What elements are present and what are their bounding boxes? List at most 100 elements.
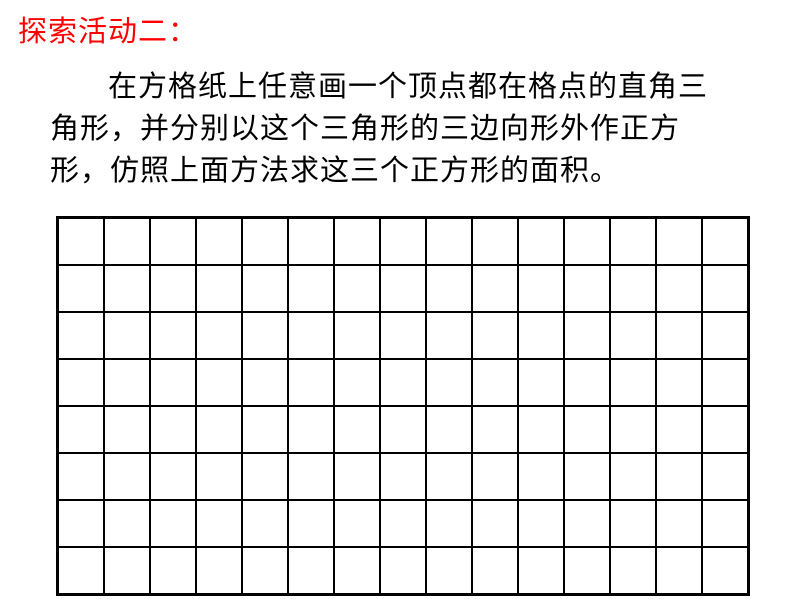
- grid-cell: [702, 359, 748, 406]
- grid-cell: [610, 406, 656, 453]
- grid-cell: [380, 547, 426, 594]
- grid-cell: [472, 218, 518, 265]
- grid-cell: [196, 312, 242, 359]
- grid-cell: [196, 547, 242, 594]
- grid-cell: [58, 547, 104, 594]
- grid-cell: [472, 547, 518, 594]
- grid-cell: [518, 359, 564, 406]
- grid-cell: [334, 265, 380, 312]
- grid-cell: [610, 453, 656, 500]
- grid-cell: [472, 453, 518, 500]
- grid-cell: [656, 406, 702, 453]
- grid-cell: [610, 218, 656, 265]
- grid-cell: [288, 406, 334, 453]
- grid-cell: [104, 406, 150, 453]
- grid-cell: [472, 312, 518, 359]
- grid-cell: [288, 500, 334, 547]
- grid-cell: [104, 500, 150, 547]
- grid-cell: [58, 500, 104, 547]
- grid-cell: [472, 406, 518, 453]
- grid-cell: [656, 218, 702, 265]
- grid-cell: [518, 312, 564, 359]
- grid-cell: [656, 359, 702, 406]
- grid-cell: [656, 312, 702, 359]
- grid-cell: [196, 453, 242, 500]
- grid-cell: [242, 312, 288, 359]
- grid-cell: [702, 312, 748, 359]
- grid-cell: [150, 312, 196, 359]
- grid-cell: [380, 312, 426, 359]
- grid-cell: [242, 359, 288, 406]
- grid-cell: [334, 500, 380, 547]
- grid-cell: [104, 312, 150, 359]
- grid-cell: [58, 218, 104, 265]
- grid-cell: [242, 265, 288, 312]
- activity-instructions: 在方格纸上任意画一个顶点都在格点的直角三角形，并分别以这个三角形的三边向形外作正…: [50, 66, 736, 192]
- grid-cell: [656, 500, 702, 547]
- grid-cell: [564, 359, 610, 406]
- grid-cell: [610, 547, 656, 594]
- grid-cell: [58, 359, 104, 406]
- grid-cell: [288, 312, 334, 359]
- grid-cell: [564, 218, 610, 265]
- grid-row: [58, 312, 748, 359]
- grid-cell: [426, 218, 472, 265]
- grid-cell: [610, 265, 656, 312]
- grid-cell: [426, 547, 472, 594]
- grid-cell: [518, 453, 564, 500]
- grid-paper: [56, 216, 750, 596]
- grid-cell: [380, 453, 426, 500]
- grid-cell: [150, 218, 196, 265]
- grid-cell: [242, 453, 288, 500]
- grid-cell: [196, 500, 242, 547]
- grid-cell: [334, 406, 380, 453]
- grid-cell: [288, 265, 334, 312]
- grid-cell: [564, 547, 610, 594]
- grid-cell: [702, 218, 748, 265]
- grid-cell: [426, 312, 472, 359]
- grid-cell: [104, 547, 150, 594]
- grid-cell: [58, 312, 104, 359]
- grid-cell: [242, 547, 288, 594]
- grid-cell: [518, 265, 564, 312]
- grid-cell: [104, 218, 150, 265]
- grid-cell: [518, 500, 564, 547]
- grid-cell: [702, 265, 748, 312]
- grid-cell: [380, 265, 426, 312]
- grid-cell: [150, 500, 196, 547]
- activity-title: 探索活动二：: [18, 8, 776, 50]
- grid-cell: [288, 359, 334, 406]
- grid-row: [58, 265, 748, 312]
- grid-cell: [702, 547, 748, 594]
- grid-cell: [702, 406, 748, 453]
- grid-row: [58, 500, 748, 547]
- grid-cell: [334, 453, 380, 500]
- grid-row: [58, 218, 748, 265]
- grid-cell: [472, 500, 518, 547]
- grid-cell: [334, 359, 380, 406]
- grid-cell: [334, 312, 380, 359]
- grid-cell: [564, 453, 610, 500]
- grid-cell: [564, 265, 610, 312]
- grid-cell: [380, 218, 426, 265]
- grid-cell: [104, 359, 150, 406]
- grid-cell: [518, 406, 564, 453]
- grid-cell: [150, 547, 196, 594]
- grid-cell: [472, 359, 518, 406]
- instruction-text: 在方格纸上任意画一个顶点都在格点的直角三角形，并分别以这个三角形的三边向形外作正…: [50, 71, 708, 187]
- grid-cell: [58, 265, 104, 312]
- grid-cell: [58, 453, 104, 500]
- grid-cell: [242, 500, 288, 547]
- grid-cell: [702, 500, 748, 547]
- grid-cell: [150, 406, 196, 453]
- grid-cell: [104, 453, 150, 500]
- grid-cell: [104, 265, 150, 312]
- grid-cell: [242, 406, 288, 453]
- grid-row: [58, 453, 748, 500]
- grid-cell: [564, 500, 610, 547]
- grid-cell: [610, 359, 656, 406]
- grid-cell: [58, 406, 104, 453]
- grid-cell: [150, 453, 196, 500]
- grid-cell: [702, 453, 748, 500]
- grid-cell: [426, 500, 472, 547]
